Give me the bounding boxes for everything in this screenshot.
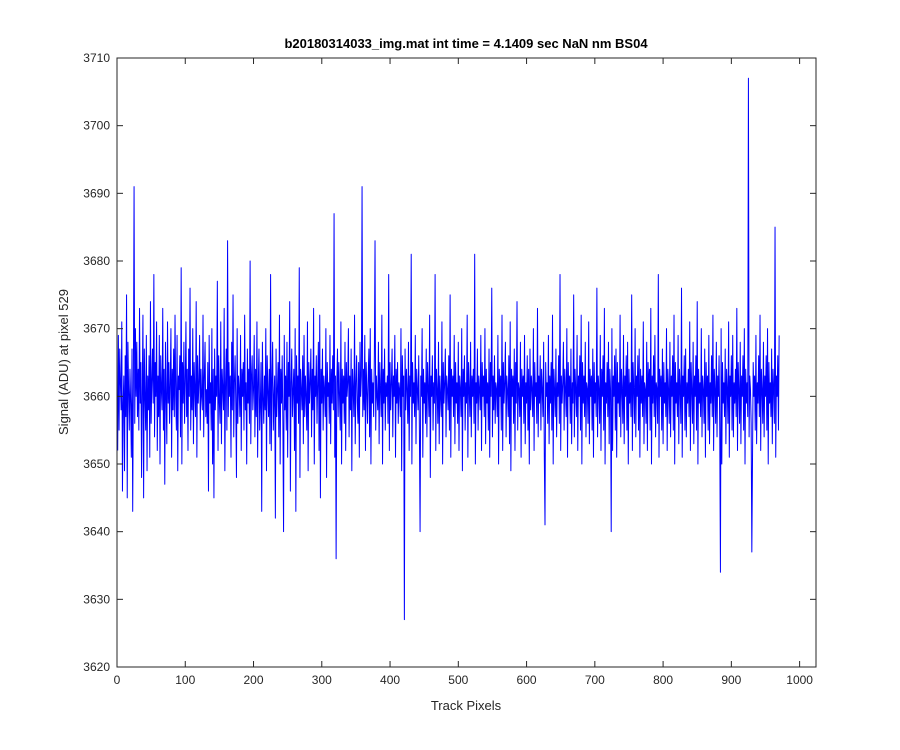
y-tick-label: 3650 [83, 457, 110, 471]
y-tick-label: 3670 [83, 322, 110, 336]
y-tick-label: 3620 [83, 660, 110, 674]
x-tick-label: 100 [175, 673, 195, 687]
axes-box [116, 57, 817, 668]
series-layer [117, 77, 780, 621]
y-tick-label: 3640 [83, 525, 110, 539]
y-axis: 3620 3630 3640 3650 3660 3670 3680 3690 3700 3710 [83, 51, 816, 674]
y-tick-label: 3700 [83, 119, 110, 133]
x-axis: 0 100 200 300 400 500 600 700 800 900 1000 [114, 58, 813, 687]
x-tick-label: 300 [312, 673, 332, 687]
x-axis-label: Track Pixels [431, 698, 502, 713]
y-tick-label: 3710 [83, 51, 110, 65]
x-tick-label: 0 [114, 673, 121, 687]
x-tick-label: 1000 [786, 673, 813, 687]
y-tick-label: 3690 [83, 186, 110, 200]
chart-title: b20180314033_img.mat int time = 4.1409 s… [284, 36, 648, 51]
x-tick-label: 700 [585, 673, 605, 687]
y-tick-label: 3630 [83, 592, 110, 606]
y-tick-label: 3660 [83, 389, 110, 403]
y-tick-label: 3680 [83, 254, 110, 268]
series-line-1 [117, 77, 780, 621]
y-axis-label: Signal (ADU) at pixel 529 [56, 289, 71, 435]
x-tick-label: 500 [448, 673, 468, 687]
x-tick-label: 400 [380, 673, 400, 687]
x-tick-label: 200 [244, 673, 264, 687]
x-tick-label: 900 [721, 673, 741, 687]
x-tick-label: 800 [653, 673, 673, 687]
x-tick-label: 600 [517, 673, 537, 687]
